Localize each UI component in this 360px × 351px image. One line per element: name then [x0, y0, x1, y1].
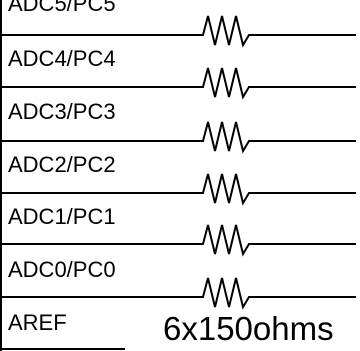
- pin-label-adc2: ADC2/PC2: [8, 152, 116, 177]
- pin-label-adc0: ADC0/PC0: [8, 257, 116, 282]
- resistor-adc5: [197, 15, 356, 48]
- pin-label-adc5: ADC5/PC5: [8, 0, 116, 16]
- pin-label-aref: AREF: [8, 310, 67, 335]
- pin-label-adc4: ADC4/PC4: [8, 46, 116, 71]
- resistor-adc0: [197, 277, 356, 310]
- pin-label-adc3: ADC3/PC3: [8, 99, 116, 124]
- pin-label-adc1: ADC1/PC1: [8, 204, 116, 229]
- resistor-value-caption: 6x150ohms: [163, 310, 334, 347]
- resistor-adc1: [197, 224, 356, 257]
- resistor-adc3: [197, 121, 356, 154]
- resistor-adc2: [197, 173, 356, 206]
- resistor-adc4: [197, 67, 356, 100]
